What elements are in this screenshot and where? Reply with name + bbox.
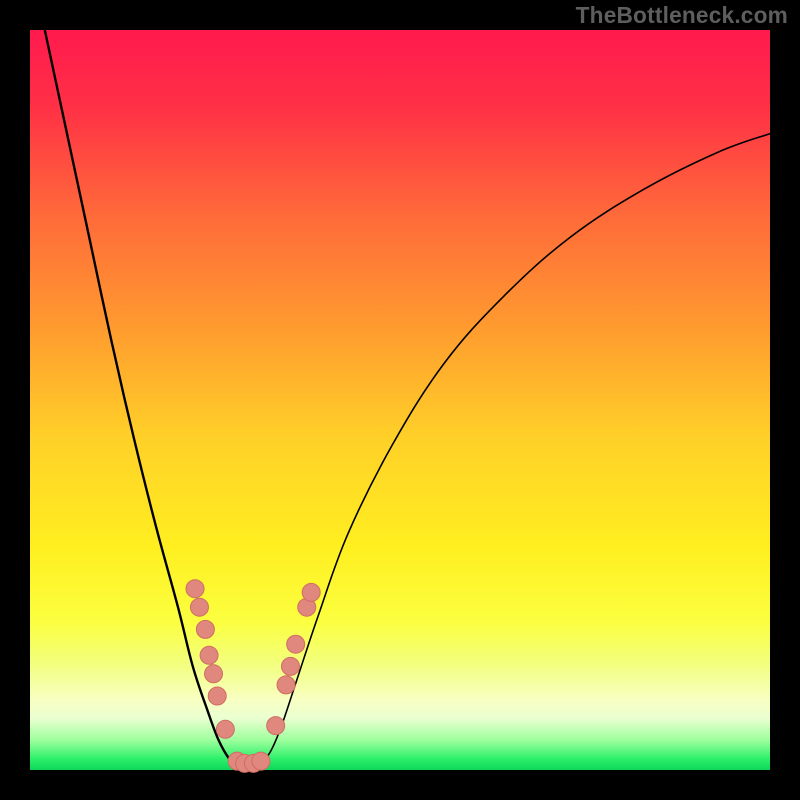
watermark-text: TheBottleneck.com — [576, 2, 788, 29]
data-marker — [281, 657, 299, 675]
data-marker — [277, 676, 295, 694]
data-marker — [252, 752, 270, 770]
data-marker — [287, 635, 305, 653]
data-marker — [267, 717, 285, 735]
figure-canvas: TheBottleneck.com — [0, 0, 800, 800]
data-marker — [186, 580, 204, 598]
data-marker — [200, 646, 218, 664]
gradient-panel — [30, 30, 770, 770]
data-marker — [190, 598, 208, 616]
data-marker — [216, 720, 234, 738]
data-marker — [196, 620, 214, 638]
bottleneck-chart — [0, 0, 800, 800]
data-marker — [208, 687, 226, 705]
data-marker — [302, 583, 320, 601]
data-marker — [205, 665, 223, 683]
